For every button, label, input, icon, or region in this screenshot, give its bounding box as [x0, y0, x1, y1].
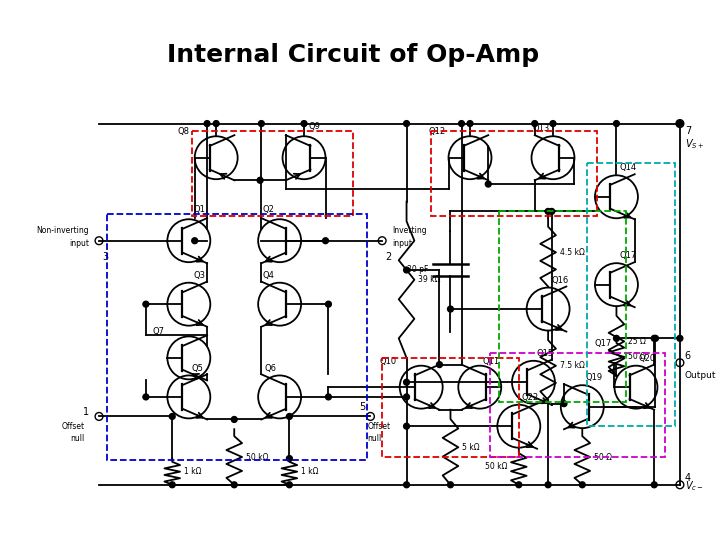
- Circle shape: [231, 416, 237, 422]
- Circle shape: [258, 120, 264, 126]
- Text: Q14: Q14: [619, 164, 636, 172]
- Text: 1 kΩ: 1 kΩ: [184, 467, 202, 476]
- Circle shape: [325, 394, 331, 400]
- Circle shape: [677, 120, 683, 126]
- Circle shape: [143, 394, 149, 400]
- Circle shape: [549, 208, 554, 214]
- Text: Q10: Q10: [379, 357, 397, 366]
- Text: 25 Ω: 25 Ω: [628, 337, 646, 346]
- Circle shape: [169, 482, 175, 488]
- Circle shape: [287, 414, 292, 420]
- Text: Q8: Q8: [178, 127, 190, 136]
- Text: 30 pF: 30 pF: [407, 266, 428, 274]
- Text: Q20: Q20: [639, 354, 656, 363]
- Text: input: input: [69, 239, 89, 248]
- Text: 50 kΩ: 50 kΩ: [485, 462, 507, 471]
- Text: Q5: Q5: [192, 363, 204, 373]
- Text: Offset: Offset: [367, 422, 391, 431]
- Circle shape: [516, 482, 522, 488]
- Text: 50 Ω: 50 Ω: [628, 353, 646, 361]
- Circle shape: [404, 379, 410, 385]
- Circle shape: [404, 423, 410, 429]
- Text: Inverting: Inverting: [392, 226, 426, 235]
- Text: 7: 7: [685, 125, 691, 136]
- Text: 5 kΩ: 5 kΩ: [462, 443, 480, 452]
- Text: Q11: Q11: [482, 357, 500, 366]
- Circle shape: [325, 301, 331, 307]
- Circle shape: [545, 482, 551, 488]
- Circle shape: [613, 335, 619, 341]
- Text: Q4: Q4: [263, 271, 275, 280]
- Text: Output: Output: [685, 370, 716, 380]
- Text: 1: 1: [83, 407, 89, 416]
- Text: Q1: Q1: [194, 205, 206, 214]
- Text: Internal Circuit of Op-Amp: Internal Circuit of Op-Amp: [167, 43, 539, 67]
- Text: Q16: Q16: [551, 275, 568, 285]
- Circle shape: [580, 482, 585, 488]
- Circle shape: [231, 482, 237, 488]
- Text: 1 kΩ: 1 kΩ: [301, 467, 319, 476]
- Text: Q3: Q3: [194, 271, 206, 280]
- Text: Q7: Q7: [153, 327, 164, 336]
- Circle shape: [404, 482, 410, 488]
- Circle shape: [323, 238, 328, 244]
- Circle shape: [213, 120, 219, 126]
- Circle shape: [404, 120, 410, 126]
- Circle shape: [677, 335, 683, 341]
- Circle shape: [532, 120, 538, 126]
- Text: 50 Ω: 50 Ω: [594, 453, 612, 462]
- Text: Q9: Q9: [309, 123, 321, 131]
- Circle shape: [204, 120, 210, 126]
- Circle shape: [301, 120, 307, 126]
- Text: Q2: Q2: [263, 205, 275, 214]
- Text: 50 kΩ: 50 kΩ: [246, 453, 269, 462]
- Circle shape: [485, 181, 491, 187]
- Circle shape: [613, 120, 619, 126]
- Circle shape: [436, 362, 442, 368]
- Text: 7.5 kΩ: 7.5 kΩ: [560, 361, 585, 370]
- Text: 39 kΩ: 39 kΩ: [418, 275, 441, 284]
- Circle shape: [448, 306, 454, 312]
- Text: Q17: Q17: [619, 251, 636, 260]
- Circle shape: [550, 120, 556, 126]
- Text: null: null: [367, 434, 382, 443]
- Text: 6: 6: [685, 351, 691, 361]
- Circle shape: [257, 177, 263, 183]
- Text: Offset: Offset: [61, 422, 84, 431]
- Text: Q15: Q15: [536, 349, 554, 358]
- Text: Q17: Q17: [594, 339, 611, 348]
- Circle shape: [287, 456, 292, 462]
- Circle shape: [169, 414, 175, 420]
- Text: 4.5 kΩ: 4.5 kΩ: [560, 248, 585, 257]
- Circle shape: [545, 208, 551, 214]
- Text: Q6: Q6: [265, 363, 276, 373]
- Circle shape: [404, 394, 410, 400]
- Circle shape: [652, 335, 657, 341]
- Text: Q12: Q12: [428, 127, 446, 136]
- Circle shape: [404, 267, 410, 273]
- Text: 5: 5: [359, 402, 366, 411]
- Text: $V_{c-}$: $V_{c-}$: [685, 479, 703, 492]
- Circle shape: [287, 482, 292, 488]
- Text: null: null: [70, 434, 84, 443]
- Text: $V_{S+}$: $V_{S+}$: [685, 137, 704, 151]
- Text: 2: 2: [385, 252, 391, 262]
- Circle shape: [448, 482, 454, 488]
- Text: input: input: [392, 239, 412, 248]
- Circle shape: [561, 401, 567, 407]
- Text: Q22: Q22: [522, 393, 539, 402]
- Circle shape: [192, 238, 197, 244]
- Text: 3: 3: [102, 252, 108, 262]
- Circle shape: [459, 120, 464, 126]
- Text: 4: 4: [685, 473, 691, 483]
- Text: Q19: Q19: [585, 373, 603, 382]
- Circle shape: [467, 120, 473, 126]
- Text: Q13: Q13: [533, 124, 550, 133]
- Circle shape: [143, 301, 149, 307]
- Text: Non-inverting: Non-inverting: [37, 226, 89, 235]
- Circle shape: [652, 335, 658, 341]
- Circle shape: [652, 482, 657, 488]
